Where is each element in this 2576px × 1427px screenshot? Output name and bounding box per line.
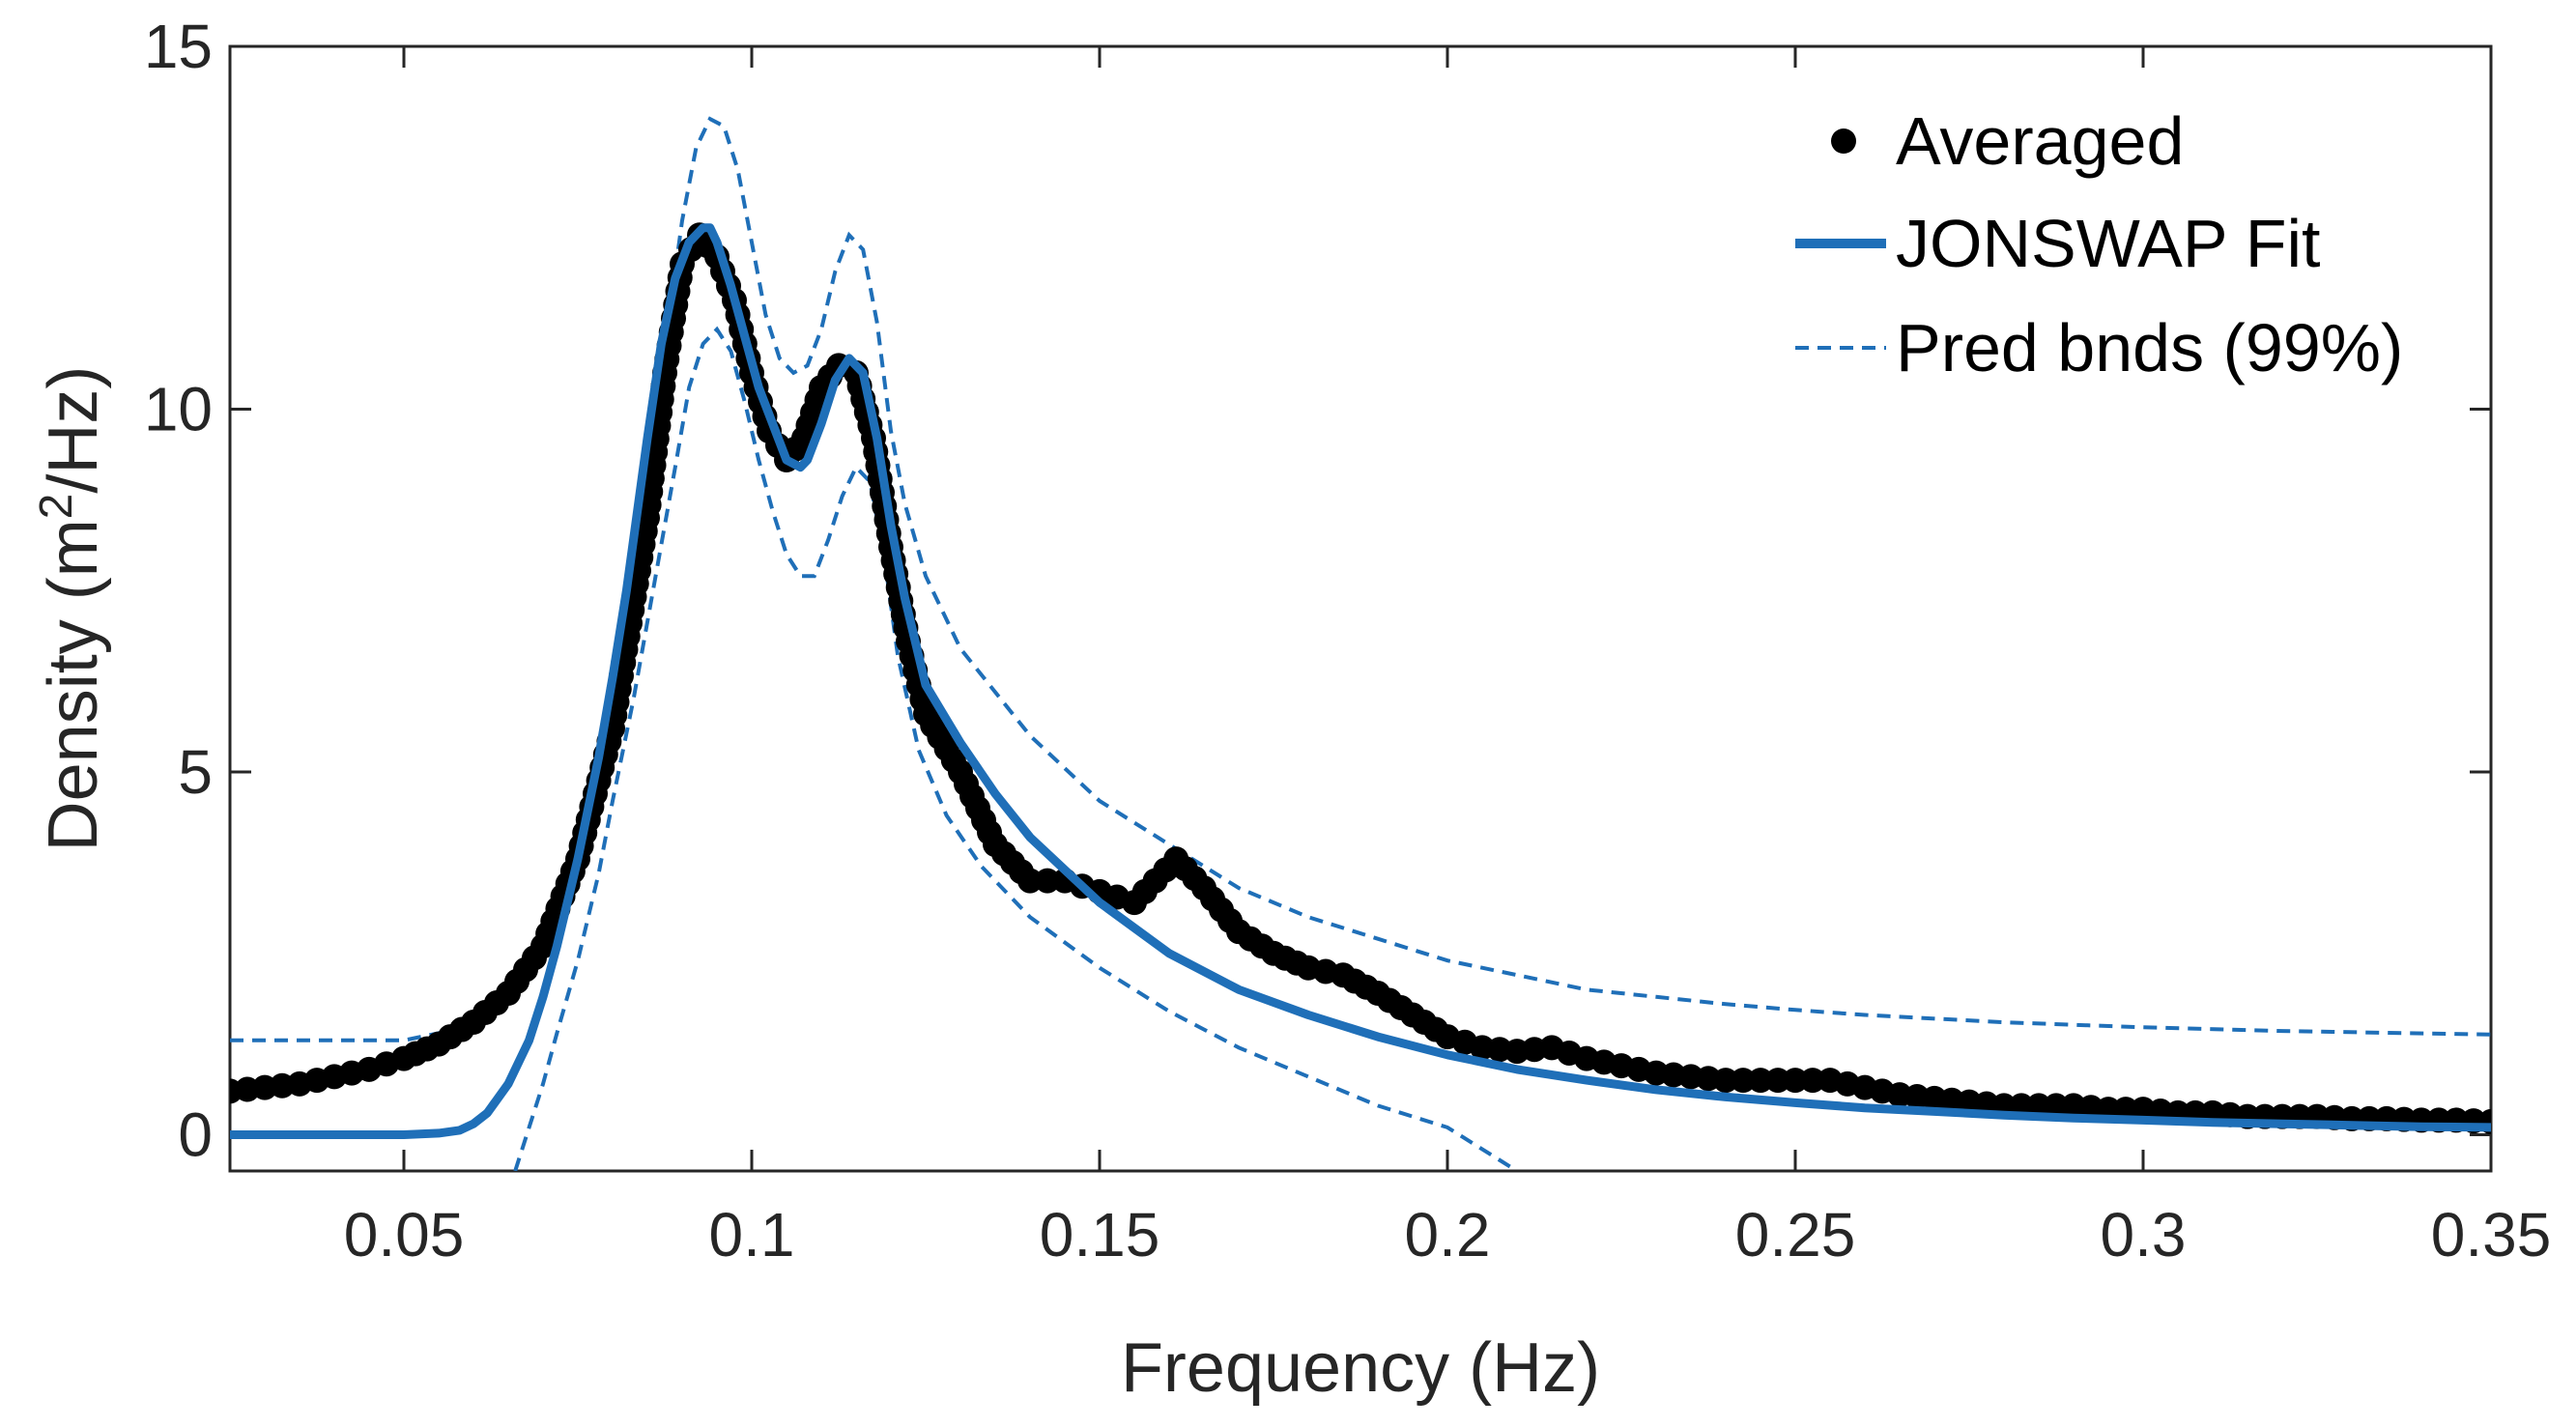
y-axis-title-prefix: Density (m [35, 519, 112, 851]
pred-bound-lower-line [513, 326, 1519, 1171]
x-axis-title: Frequency (Hz) [1121, 1329, 1600, 1407]
legend: Averaged JONSWAP Fit Pred bnds (99%) [1795, 103, 2403, 385]
averaged-marker-fill [1765, 1068, 1790, 1094]
x-tick-label: 0.15 [1040, 1200, 1160, 1270]
x-tick-label: 0.25 [1735, 1200, 1856, 1270]
x-tick-label: 0.05 [344, 1200, 465, 1270]
legend-label-averaged: Averaged [1896, 103, 2184, 179]
y-axis-title: Density (m2/Hz) [31, 366, 112, 852]
pred-bound-upper-line [230, 116, 2491, 1042]
series-layer [230, 116, 2491, 1171]
averaged-marker-fill [1035, 868, 1060, 894]
legend-label-pred-bounds: Pred bnds (99%) [1896, 310, 2403, 385]
legend-label-jonswap: JONSWAP Fit [1896, 206, 2320, 281]
jonswap-fit-line [230, 223, 2491, 1139]
averaged-point [2026, 1093, 2051, 1119]
y-tick-label: 5 [178, 737, 213, 807]
y-tick-label: 10 [144, 374, 213, 443]
x-tick-label: 0.2 [1405, 1200, 1491, 1270]
y-axis-title-suffix: /Hz) [35, 366, 112, 494]
x-tick-label: 0.3 [2101, 1200, 2187, 1270]
series-clip-group [230, 116, 2491, 1171]
averaged-marker-fill [1731, 1068, 1756, 1094]
y-tick-label: 15 [144, 12, 213, 81]
averaged-point [1713, 1068, 1738, 1094]
averaged-point [1017, 868, 1043, 894]
averaged-point [1783, 1068, 1808, 1094]
x-tick-label: 0.1 [709, 1200, 795, 1270]
y-tick-label: 0 [178, 1099, 213, 1169]
axis-ticks: 0.05 0.1 0.15 0.2 0.25 0.3 0.35 0 5 10 15 [144, 12, 2551, 1270]
averaged-point [1748, 1068, 1773, 1094]
legend-marker-averaged [1831, 128, 1856, 154]
x-tick-label: 0.35 [2431, 1200, 2552, 1270]
y-axis-title-superscript: 2 [31, 494, 82, 520]
averaged-marker-fill [1800, 1068, 1825, 1094]
averaged-marker-fill [2044, 1093, 2069, 1119]
